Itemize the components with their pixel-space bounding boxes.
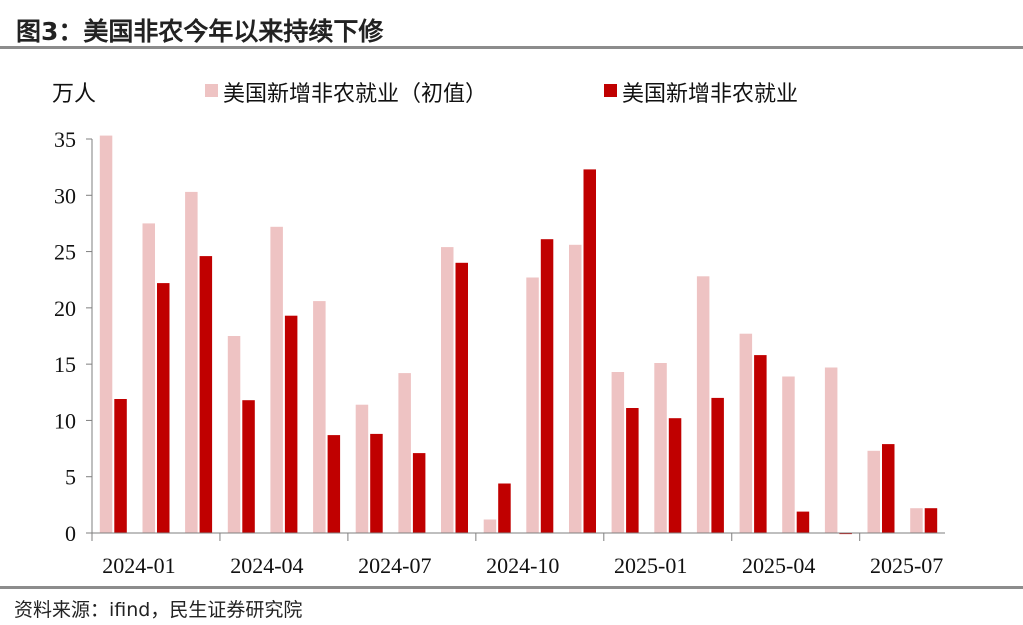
source-note: 资料来源：ifind，民生证券研究院: [14, 599, 303, 621]
bar-revised: [754, 355, 767, 533]
bar-revised: [114, 399, 127, 533]
legend-swatch-initial: [205, 84, 218, 97]
bar-revised: [455, 262, 468, 533]
bar-initial: [99, 135, 113, 533]
bar-revised: [370, 433, 383, 533]
x-tick-label: 2025-07: [870, 553, 943, 578]
y-axis-unit-label: 万人: [52, 82, 96, 107]
bar-initial: [526, 277, 539, 533]
bar-initial: [398, 373, 411, 533]
bar-revised: [924, 508, 938, 533]
x-tick-label: 2024-10: [486, 553, 559, 578]
y-tick-label: 20: [54, 296, 76, 321]
bar-initial: [739, 333, 753, 533]
bar-initial: [355, 404, 369, 533]
y-tick-label: 35: [54, 127, 76, 152]
bar-initial: [782, 376, 795, 533]
bar-initial: [185, 191, 198, 533]
y-tick-label: 10: [54, 408, 76, 433]
bar-revised: [199, 256, 213, 533]
x-tick-label: 2024-07: [358, 553, 431, 578]
bar-initial: [313, 301, 326, 533]
bar-revised: [882, 444, 895, 533]
bar-chart: 万人 美国新增非农就业（初值） 美国新增非农就业 0 5 10 15 20 25 30 35 2…: [52, 82, 945, 578]
legend-swatch-revised: [604, 84, 617, 97]
bar-revised: [498, 483, 511, 533]
bar-initial: [654, 363, 667, 533]
source-divider: [0, 586, 1023, 589]
bar-initial: [867, 450, 880, 533]
y-tick-label: 30: [54, 183, 76, 208]
y-tick-label: 5: [65, 465, 76, 490]
x-tick-label: 2025-04: [742, 553, 815, 578]
legend-label-revised: 美国新增非农就业: [622, 82, 798, 107]
bar-initial: [569, 244, 582, 534]
bar-initial: [227, 336, 241, 533]
bar-revised: [284, 315, 298, 533]
bar-initial: [483, 519, 497, 533]
bar-revised: [711, 397, 724, 533]
bar-revised: [242, 400, 255, 533]
bar-initial: [611, 372, 625, 533]
y-tick-label: 15: [54, 352, 76, 377]
bar-revised: [668, 418, 682, 533]
bar-revised: [626, 408, 639, 533]
x-tick-label: 2024-04: [230, 553, 303, 578]
bar-revised: [412, 453, 426, 533]
bar-revised: [796, 511, 810, 533]
bar-initial: [270, 226, 283, 534]
bar-initial: [910, 508, 923, 533]
title-divider: [0, 46, 1023, 49]
y-tick-label: 25: [54, 240, 76, 265]
y-tick-label: 0: [65, 521, 76, 546]
bar-revised: [157, 283, 170, 533]
bar-revised: [327, 435, 341, 533]
figure-title: 图3：美国非农今年以来持续下修: [16, 17, 384, 46]
bar-initial: [696, 276, 710, 533]
bar-initial: [142, 223, 155, 533]
bar-revised: [540, 239, 554, 533]
bar-revised: [839, 533, 852, 535]
legend-label-initial: 美国新增非农就业（初值）: [223, 82, 487, 107]
x-tick-label: 2025-01: [614, 553, 687, 578]
bar-initial: [441, 247, 454, 533]
bar-initial: [824, 367, 838, 533]
x-tick-label: 2024-01: [102, 553, 175, 578]
bar-revised: [583, 169, 596, 533]
